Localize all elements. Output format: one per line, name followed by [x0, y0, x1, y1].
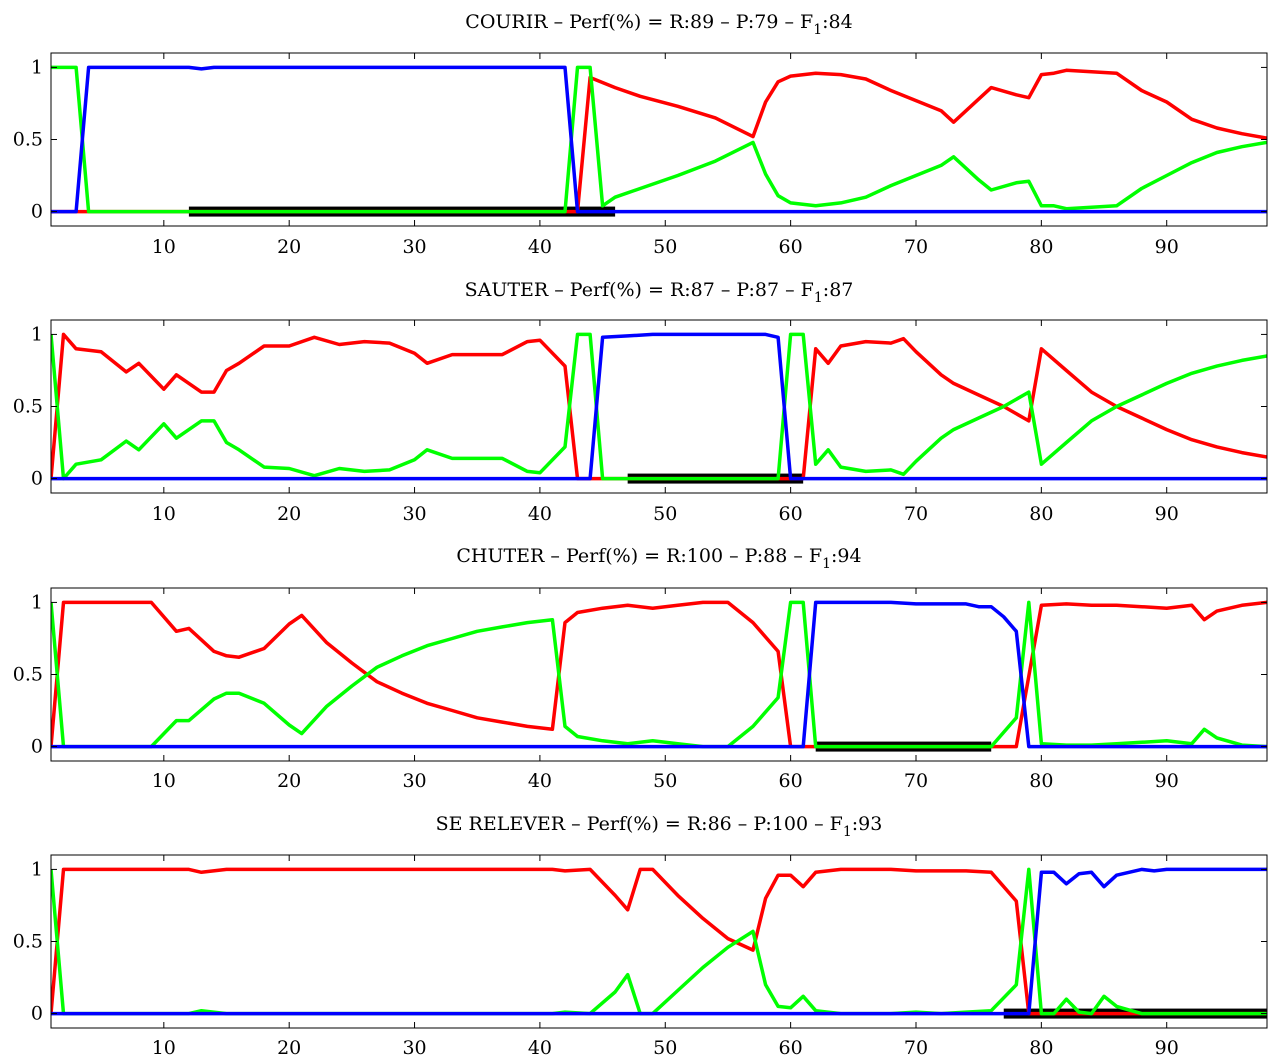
x-tick-label: 10 [152, 770, 176, 792]
x-tick-label: 50 [653, 770, 677, 792]
x-tick-label: 20 [277, 503, 301, 525]
x-tick-label: 10 [152, 1037, 176, 1059]
plot-frame [50, 319, 1268, 494]
x-tick-label: 10 [152, 503, 176, 525]
y-tick-label: 0 [31, 468, 43, 490]
series-line [51, 332, 1267, 481]
series-line [51, 867, 1267, 1016]
chart-title-subscript: 1 [813, 22, 822, 38]
y-tick-label: 1 [31, 56, 43, 78]
chart-title-main: SAUTER – Perf(%) = R:87 – P:87 – F [465, 279, 814, 301]
series-line [51, 867, 1267, 1016]
x-tick-label: 90 [1155, 236, 1179, 258]
x-tick-label: 40 [528, 236, 552, 258]
chart-title-tail: :94 [831, 545, 862, 567]
y-tick-label: 1 [31, 591, 43, 613]
x-tick-label: 50 [653, 503, 677, 525]
x-tick-label: 20 [277, 236, 301, 258]
x-tick-label: 70 [904, 770, 928, 792]
x-tick-label: 60 [779, 236, 803, 258]
series-line [51, 65, 1267, 214]
x-tick-label: 40 [528, 770, 552, 792]
y-tick-label: 0 [31, 201, 43, 223]
y-tick-label: 0.5 [13, 931, 43, 953]
x-tick-label: 50 [653, 236, 677, 258]
x-tick-label: 30 [402, 1037, 426, 1059]
chart-panel: CHUTER – Perf(%) = R:100 – P:88 – F1:941… [13, 545, 1268, 792]
chart-title: CHUTER – Perf(%) = R:100 – P:88 – F1:94 [456, 545, 861, 572]
x-tick-label: 30 [402, 770, 426, 792]
x-tick-label: 30 [402, 236, 426, 258]
y-tick-label: 0.5 [13, 396, 43, 418]
chart-panel: SE RELEVER – Perf(%) = R:86 – P:100 – F1… [13, 813, 1268, 1059]
y-tick-label: 1 [31, 323, 43, 345]
series-line [51, 867, 1267, 1016]
series-line [51, 65, 1267, 214]
x-tick-label: 60 [779, 1037, 803, 1059]
x-tick-label: 30 [402, 503, 426, 525]
chart-title-main: SE RELEVER – Perf(%) = R:86 – P:100 – F [436, 813, 843, 835]
series-line [51, 332, 1267, 481]
chart-title-subscript: 1 [814, 290, 823, 306]
x-tick-label: 70 [904, 503, 928, 525]
series-line [51, 600, 1267, 749]
x-tick-label: 80 [1029, 770, 1053, 792]
x-tick-label: 70 [904, 1037, 928, 1059]
chart-title: SAUTER – Perf(%) = R:87 – P:87 – F1:87 [465, 279, 854, 306]
chart-title-tail: :87 [823, 279, 854, 301]
x-tick-label: 10 [152, 236, 176, 258]
chart-title-tail: :84 [822, 11, 853, 33]
plot-frame [50, 587, 1268, 762]
series-line [51, 68, 1267, 214]
y-tick-label: 0.5 [13, 129, 43, 151]
x-tick-label: 90 [1155, 1037, 1179, 1059]
chart-title-main: COURIR – Perf(%) = R:89 – P:79 – F [465, 11, 813, 33]
plot-frame [50, 854, 1268, 1029]
y-tick-label: 0 [31, 1003, 43, 1025]
y-tick-label: 1 [31, 858, 43, 880]
x-tick-label: 40 [528, 1037, 552, 1059]
chart-title-subscript: 1 [843, 824, 852, 840]
y-tick-label: 0.5 [13, 664, 43, 686]
chart-title-main: CHUTER – Perf(%) = R:100 – P:88 – F [456, 545, 822, 567]
x-tick-label: 50 [653, 1037, 677, 1059]
x-tick-label: 80 [1029, 236, 1053, 258]
x-tick-label: 60 [779, 770, 803, 792]
chart-title-subscript: 1 [822, 556, 831, 572]
plot-frame [50, 52, 1268, 227]
y-tick-label: 0 [31, 736, 43, 758]
x-tick-label: 80 [1029, 503, 1053, 525]
chart-title-tail: :93 [852, 813, 883, 835]
x-tick-label: 20 [277, 770, 301, 792]
x-tick-label: 20 [277, 1037, 301, 1059]
x-tick-label: 90 [1155, 770, 1179, 792]
series-line [51, 332, 1267, 481]
chart-panel: COURIR – Perf(%) = R:89 – P:79 – F1:8410… [13, 11, 1268, 258]
x-tick-label: 40 [528, 503, 552, 525]
x-tick-label: 90 [1155, 503, 1179, 525]
series-line [51, 600, 1267, 749]
chart-title: SE RELEVER – Perf(%) = R:86 – P:100 – F1… [436, 813, 883, 840]
x-tick-label: 70 [904, 236, 928, 258]
x-tick-label: 80 [1029, 1037, 1053, 1059]
x-tick-label: 60 [779, 503, 803, 525]
series-line [51, 600, 1267, 749]
chart-title: COURIR – Perf(%) = R:89 – P:79 – F1:84 [465, 11, 852, 38]
chart-panel: SAUTER – Perf(%) = R:87 – P:87 – F1:8710… [13, 279, 1268, 525]
